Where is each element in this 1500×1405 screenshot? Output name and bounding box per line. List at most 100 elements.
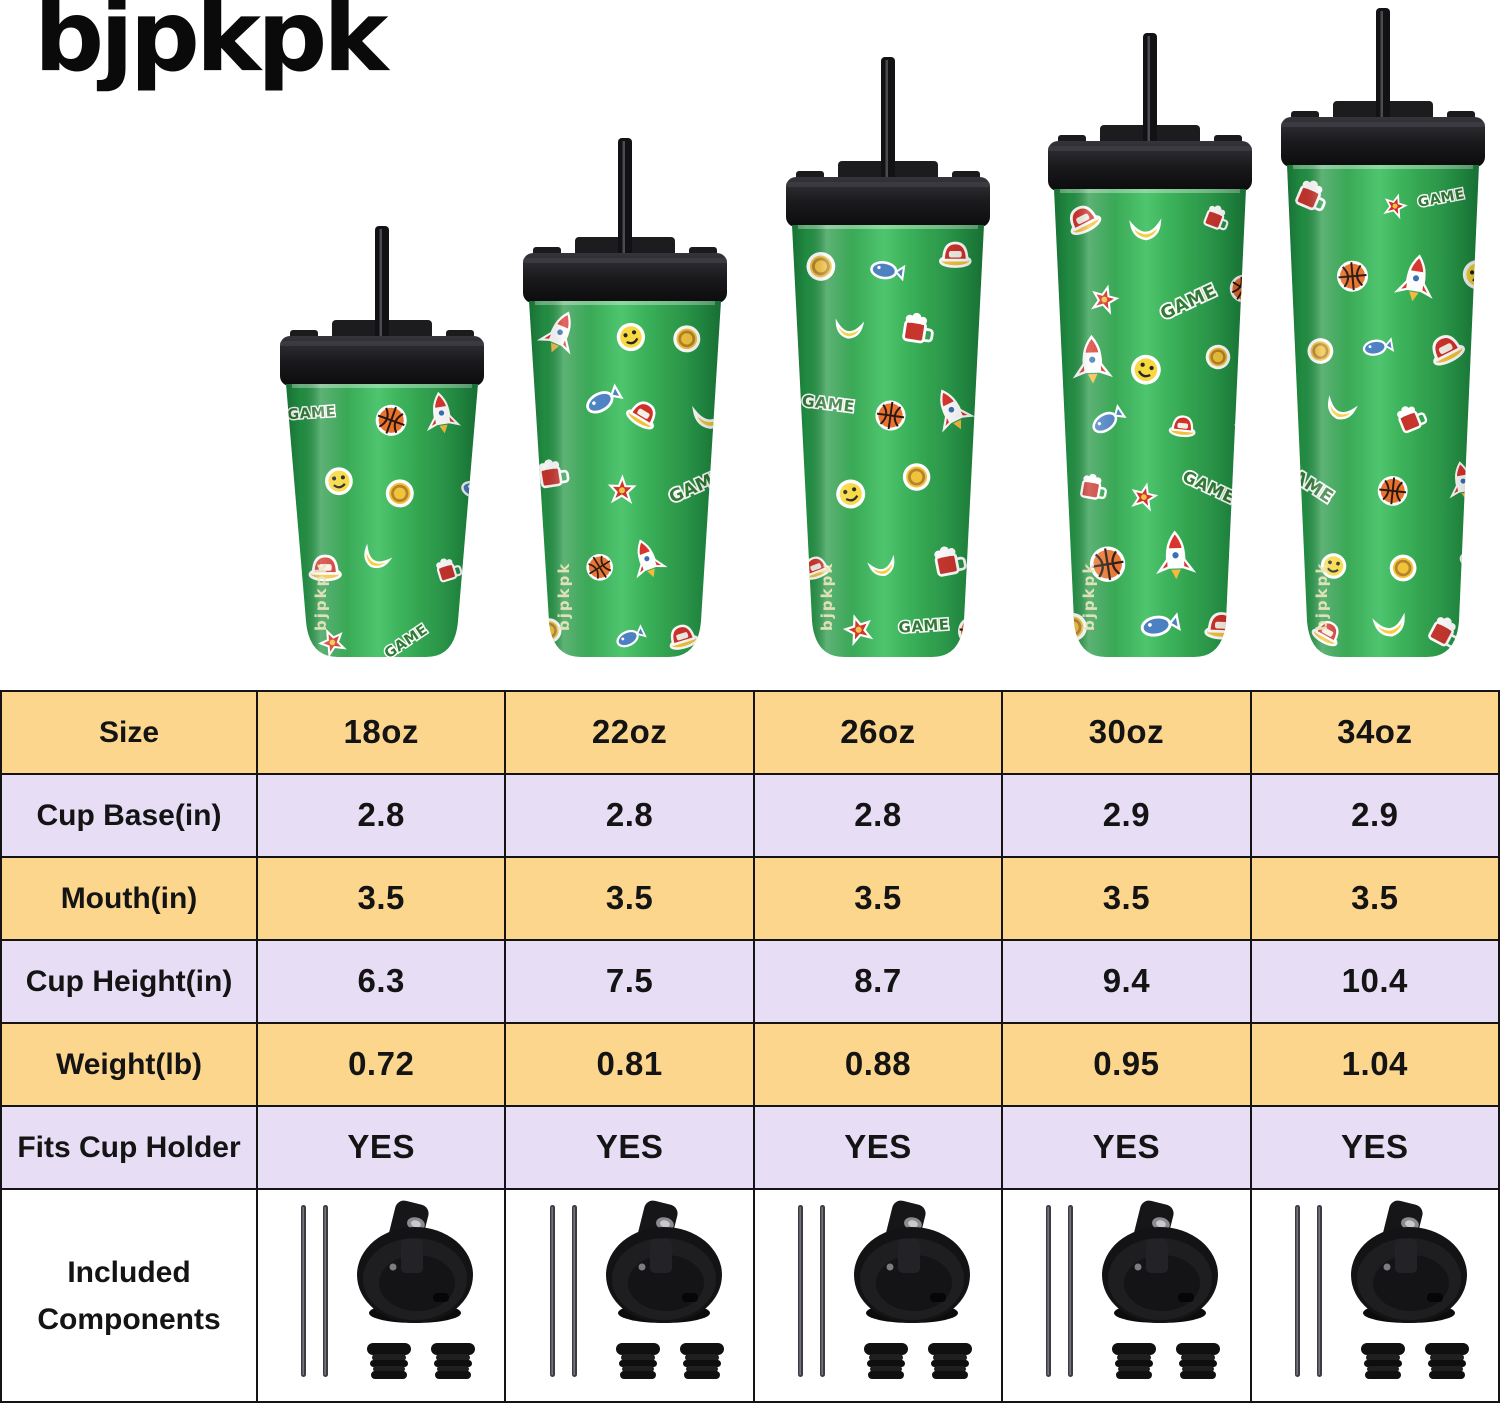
- straw-stopper-icon: [679, 1342, 724, 1379]
- spec-value: 2.8: [754, 775, 1002, 856]
- spec-table: Size 18oz 22oz 26oz 30oz 34oz Cup Base(i…: [0, 690, 1500, 1403]
- tumbler-18oz: GAMEGAMEbjpkpk: [280, 226, 484, 657]
- spec-value: 6.3: [258, 941, 505, 1022]
- spec-value: 0.95: [1003, 1024, 1250, 1105]
- spec-value: 8.7: [754, 941, 1002, 1022]
- spec-value: 3.5: [506, 858, 753, 939]
- sticker-pattern: GAMEbjpkpk: [529, 301, 721, 657]
- spec-value: 10.4: [1251, 941, 1498, 1022]
- spec-label-fits-cup-holder: Fits Cup Holder: [2, 1107, 256, 1188]
- spec-value: 22oz: [506, 692, 753, 773]
- metal-straws-icon: [301, 1204, 329, 1377]
- flip-lid-icon: [357, 1200, 474, 1323]
- included-components-image: [506, 1190, 753, 1401]
- spec-value: 2.8: [258, 775, 505, 856]
- spec-value: YES: [754, 1107, 1002, 1188]
- flip-lid: [1048, 141, 1252, 191]
- included-components-image: [1251, 1190, 1498, 1401]
- straw: [375, 226, 389, 346]
- tumbler-34oz: GAMEGAMEbjpkpk: [1281, 8, 1485, 657]
- straw-stopper-icon: [1112, 1342, 1157, 1379]
- spec-value: YES: [506, 1107, 753, 1188]
- spec-value: 2.9: [1003, 775, 1250, 856]
- metal-straws-icon: [1046, 1204, 1074, 1377]
- straw: [881, 57, 895, 187]
- flip-lid-icon: [853, 1200, 970, 1323]
- spec-value: 3.5: [1251, 858, 1498, 939]
- straw-stopper-icon: [1360, 1342, 1405, 1379]
- tumbler-22oz: GAMEbjpkpk: [523, 138, 727, 657]
- straw-stopper-icon: [863, 1342, 908, 1379]
- spec-label-weight: Weight(lb): [2, 1024, 256, 1105]
- straw: [1143, 33, 1157, 151]
- spec-value: 0.72: [258, 1024, 505, 1105]
- flip-lid: [786, 177, 990, 227]
- spec-value: 0.88: [754, 1024, 1002, 1105]
- brand-vertical-mark: bjpkpk: [1313, 562, 1331, 631]
- straw-stopper-icon: [927, 1342, 972, 1379]
- flip-lid: [1281, 117, 1485, 167]
- brand-vertical-mark: bjpkpk: [312, 562, 330, 631]
- spec-value: 3.5: [258, 858, 505, 939]
- straw: [1376, 8, 1390, 127]
- brand-vertical-mark: bjpkpk: [555, 562, 573, 631]
- included-components-line1: Included: [67, 1255, 191, 1289]
- included-components-icon: [549, 1200, 724, 1379]
- tumbler-18oz: GAMEGAMEbjpkpk: [272, 226, 492, 665]
- straw: [618, 138, 632, 263]
- flip-lid-icon: [1102, 1200, 1219, 1323]
- straw-stopper-icon: [1424, 1342, 1469, 1379]
- flip-lid: [280, 336, 484, 386]
- spec-value: 18oz: [258, 692, 505, 773]
- included-components-line2: Components: [37, 1302, 221, 1336]
- included-components-icon: [1294, 1200, 1469, 1379]
- brand-logo: bJPKPK: [34, 0, 388, 94]
- spec-value: 7.5: [506, 941, 753, 1022]
- spec-value: 1.04: [1251, 1024, 1498, 1105]
- spec-label-included-components: Included Components: [2, 1190, 256, 1401]
- metal-straws-icon: [797, 1204, 825, 1377]
- spec-value: 2.8: [506, 775, 753, 856]
- straw-stopper-icon: [431, 1342, 476, 1379]
- tumbler-26oz: GAMEGAMEbjpkpk: [778, 57, 998, 665]
- straw-stopper-icon: [367, 1342, 412, 1379]
- brand-vertical-mark: bjpkpk: [818, 562, 836, 631]
- spec-value: 2.9: [1251, 775, 1498, 856]
- straw-stopper-icon: [615, 1342, 660, 1379]
- tumbler-30oz: GAMEGAMEbjpkpk: [1048, 33, 1252, 657]
- spec-value: 30oz: [1003, 692, 1250, 773]
- sticker-pattern: GAMEGAMEbjpkpk: [792, 225, 984, 657]
- spec-value: 34oz: [1251, 692, 1498, 773]
- brand-vertical-mark: bjpkpk: [1080, 562, 1098, 631]
- straw-stopper-icon: [1176, 1342, 1221, 1379]
- spec-value: YES: [1251, 1107, 1498, 1188]
- tumbler-30oz: GAMEGAMEbjpkpk: [1040, 33, 1260, 665]
- included-components-icon: [301, 1200, 476, 1379]
- spec-value: 3.5: [754, 858, 1002, 939]
- flip-lid: [523, 253, 727, 303]
- spec-value: 3.5: [1003, 858, 1250, 939]
- included-components-image: [1003, 1190, 1250, 1401]
- tumbler-26oz: GAMEGAMEbjpkpk: [786, 57, 990, 657]
- spec-value: 9.4: [1003, 941, 1250, 1022]
- sticker-pattern: GAMEGAMEbjpkpk: [1287, 165, 1479, 657]
- tumbler-lineup: GAMEGAMEbjpkpkGAMEbjpkpkGAMEGAMEbjpkpkGA…: [0, 0, 1500, 690]
- metal-straws-icon: [1294, 1204, 1322, 1377]
- tumbler-22oz: GAMEbjpkpk: [515, 138, 735, 665]
- spec-label-cup-height: Cup Height(in): [2, 941, 256, 1022]
- spec-value: YES: [258, 1107, 505, 1188]
- spec-label-size: Size: [2, 692, 256, 773]
- included-components-icon: [1046, 1200, 1221, 1379]
- included-components-image: [258, 1190, 505, 1401]
- metal-straws-icon: [549, 1204, 577, 1377]
- included-components-image: [754, 1190, 1002, 1401]
- spec-value: 26oz: [754, 692, 1002, 773]
- spec-value: YES: [1003, 1107, 1250, 1188]
- sticker-pattern: GAMEGAMEbjpkpk: [286, 384, 478, 657]
- included-components-icon: [797, 1200, 972, 1379]
- sticker-pattern: GAMEGAMEbjpkpk: [1054, 189, 1246, 657]
- spec-label-cup-base: Cup Base(in): [2, 775, 256, 856]
- tumbler-34oz: GAMEGAMEbjpkpk: [1273, 8, 1493, 665]
- spec-value: 0.81: [506, 1024, 753, 1105]
